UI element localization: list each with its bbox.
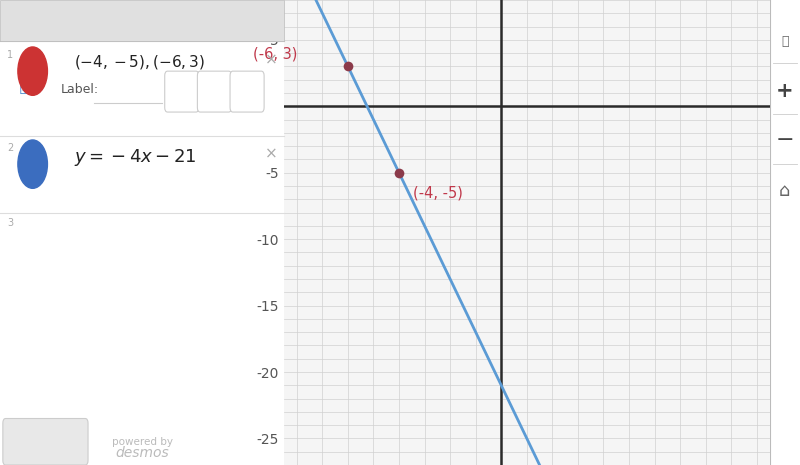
Text: desmos: desmos (115, 446, 169, 460)
Text: ⚙: ⚙ (182, 12, 198, 29)
Text: ∼: ∼ (25, 155, 40, 173)
Text: powered by: powered by (111, 437, 173, 447)
Text: ●●●: ●●● (23, 68, 42, 74)
Text: ▲: ▲ (58, 437, 66, 447)
Circle shape (18, 140, 47, 188)
Text: A: A (211, 83, 221, 97)
Text: «: « (239, 12, 250, 29)
Text: 1: 1 (7, 50, 14, 60)
FancyBboxPatch shape (198, 71, 231, 112)
Text: (-4, -5): (-4, -5) (413, 186, 462, 201)
Text: 🔧: 🔧 (781, 35, 789, 48)
Text: Label:: Label: (61, 83, 99, 96)
Text: +▾: +▾ (15, 13, 36, 28)
Text: −: − (775, 130, 794, 151)
Text: 3: 3 (7, 218, 14, 228)
Text: $y = -4x - 21$: $y = -4x - 21$ (74, 147, 197, 168)
Text: ×: × (265, 53, 278, 67)
FancyBboxPatch shape (165, 71, 198, 112)
Text: ↩  ↪: ↩ ↪ (89, 13, 121, 27)
Bar (0, 0, 284, 41)
Text: ☑: ☑ (18, 82, 32, 97)
FancyBboxPatch shape (230, 71, 264, 112)
Text: ⌨: ⌨ (14, 433, 38, 451)
FancyBboxPatch shape (3, 418, 88, 465)
Text: ×: × (265, 147, 278, 162)
Text: +: + (776, 80, 794, 101)
Circle shape (18, 47, 47, 95)
Text: A: A (243, 81, 254, 99)
Text: ⌂: ⌂ (779, 182, 790, 199)
Text: (-6, 3): (-6, 3) (254, 46, 298, 61)
Text: A: A (179, 85, 187, 95)
Text: $(-4,-5),(-6,3)$: $(-4,-5),(-6,3)$ (74, 53, 205, 71)
Text: 2: 2 (7, 143, 14, 153)
